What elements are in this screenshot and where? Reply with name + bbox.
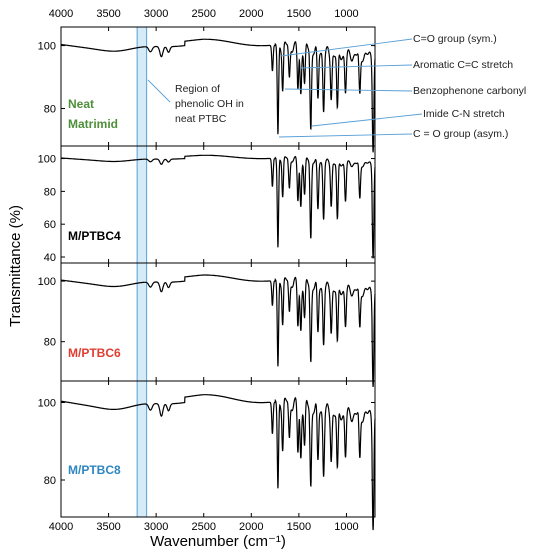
panel-frame bbox=[60, 262, 376, 382]
spectrum-line bbox=[60, 394, 376, 531]
panel-frame bbox=[60, 145, 376, 264]
x-tick-label-top: 4000 bbox=[49, 8, 73, 20]
x-tick-label-top: 2000 bbox=[239, 8, 263, 20]
panel-label: M/PTBC6 bbox=[68, 346, 121, 360]
x-axis-title: Wavenumber (cm⁻¹) bbox=[150, 533, 286, 550]
annotation-label: Imide C-N stretch bbox=[423, 108, 505, 120]
x-tick-label-bottom: 4000 bbox=[49, 521, 73, 533]
y-tick-label: 60 bbox=[44, 219, 56, 231]
panel-3: 80 100 M/PTBC6 bbox=[38, 262, 376, 387]
annotation-leader bbox=[311, 113, 423, 127]
x-tick-label-bottom: 1500 bbox=[287, 521, 311, 533]
y-tick-label: 100 bbox=[38, 154, 56, 166]
x-tick-label-top: 3500 bbox=[96, 8, 120, 20]
y-tick-label: 100 bbox=[38, 398, 56, 410]
panel-label: M/PTBC4 bbox=[68, 229, 121, 243]
annotation-leader bbox=[278, 133, 413, 138]
region-leader bbox=[147, 79, 171, 103]
x-tick-label-bottom: 2500 bbox=[191, 521, 215, 533]
y-tick-label: 80 bbox=[44, 104, 56, 116]
x-tick-label-bottom: 1000 bbox=[334, 521, 358, 533]
panel-2: 40 60 80 100 M/PTBC4 bbox=[38, 145, 376, 264]
x-tick-label-top: 2500 bbox=[191, 8, 215, 20]
panel-label: M/PTBC8 bbox=[68, 463, 121, 477]
y-tick-label: 80 bbox=[44, 337, 56, 349]
annotation-leader bbox=[284, 88, 413, 92]
x-tick-label-bottom: 2000 bbox=[239, 521, 263, 533]
spectrum-line bbox=[61, 274, 376, 387]
y-tick-label: 100 bbox=[38, 276, 56, 288]
annotation-label: C=O group (sym.) bbox=[413, 33, 497, 45]
phenolic-oh-region bbox=[136, 26, 148, 518]
y-tick-label: 80 bbox=[44, 186, 56, 198]
panel-label: Neat Matrimid bbox=[68, 97, 118, 131]
x-tick-label-bottom: 3500 bbox=[96, 521, 120, 533]
x-tick-label-top: 1000 bbox=[334, 8, 358, 20]
spectrum-line bbox=[61, 154, 376, 259]
y-tick-label: 40 bbox=[44, 252, 56, 264]
x-tick-label-top: 1500 bbox=[287, 8, 311, 20]
annotation-leader bbox=[299, 64, 413, 69]
region-annotation: Region of phenolic OH in neat PTBC bbox=[175, 83, 244, 125]
y-axis-title: Transmittance (%) bbox=[7, 205, 24, 327]
x-tick-label-bottom: 3000 bbox=[144, 521, 168, 533]
x-tick-label-top: 3000 bbox=[144, 8, 168, 20]
panel-4: 80 100 M/PTBC8 bbox=[38, 380, 376, 531]
panel-frame bbox=[60, 380, 376, 518]
annotation-label: Aromatic C=C stretch bbox=[413, 59, 513, 71]
y-tick-label: 100 bbox=[38, 41, 56, 53]
annotation-label: C = O group (asym.) bbox=[413, 128, 508, 140]
annotation-leader bbox=[280, 38, 413, 57]
annotation-label: Benzophenone carbonyl bbox=[413, 85, 526, 97]
spectrum-line bbox=[60, 38, 376, 153]
y-tick-label: 80 bbox=[44, 475, 56, 487]
